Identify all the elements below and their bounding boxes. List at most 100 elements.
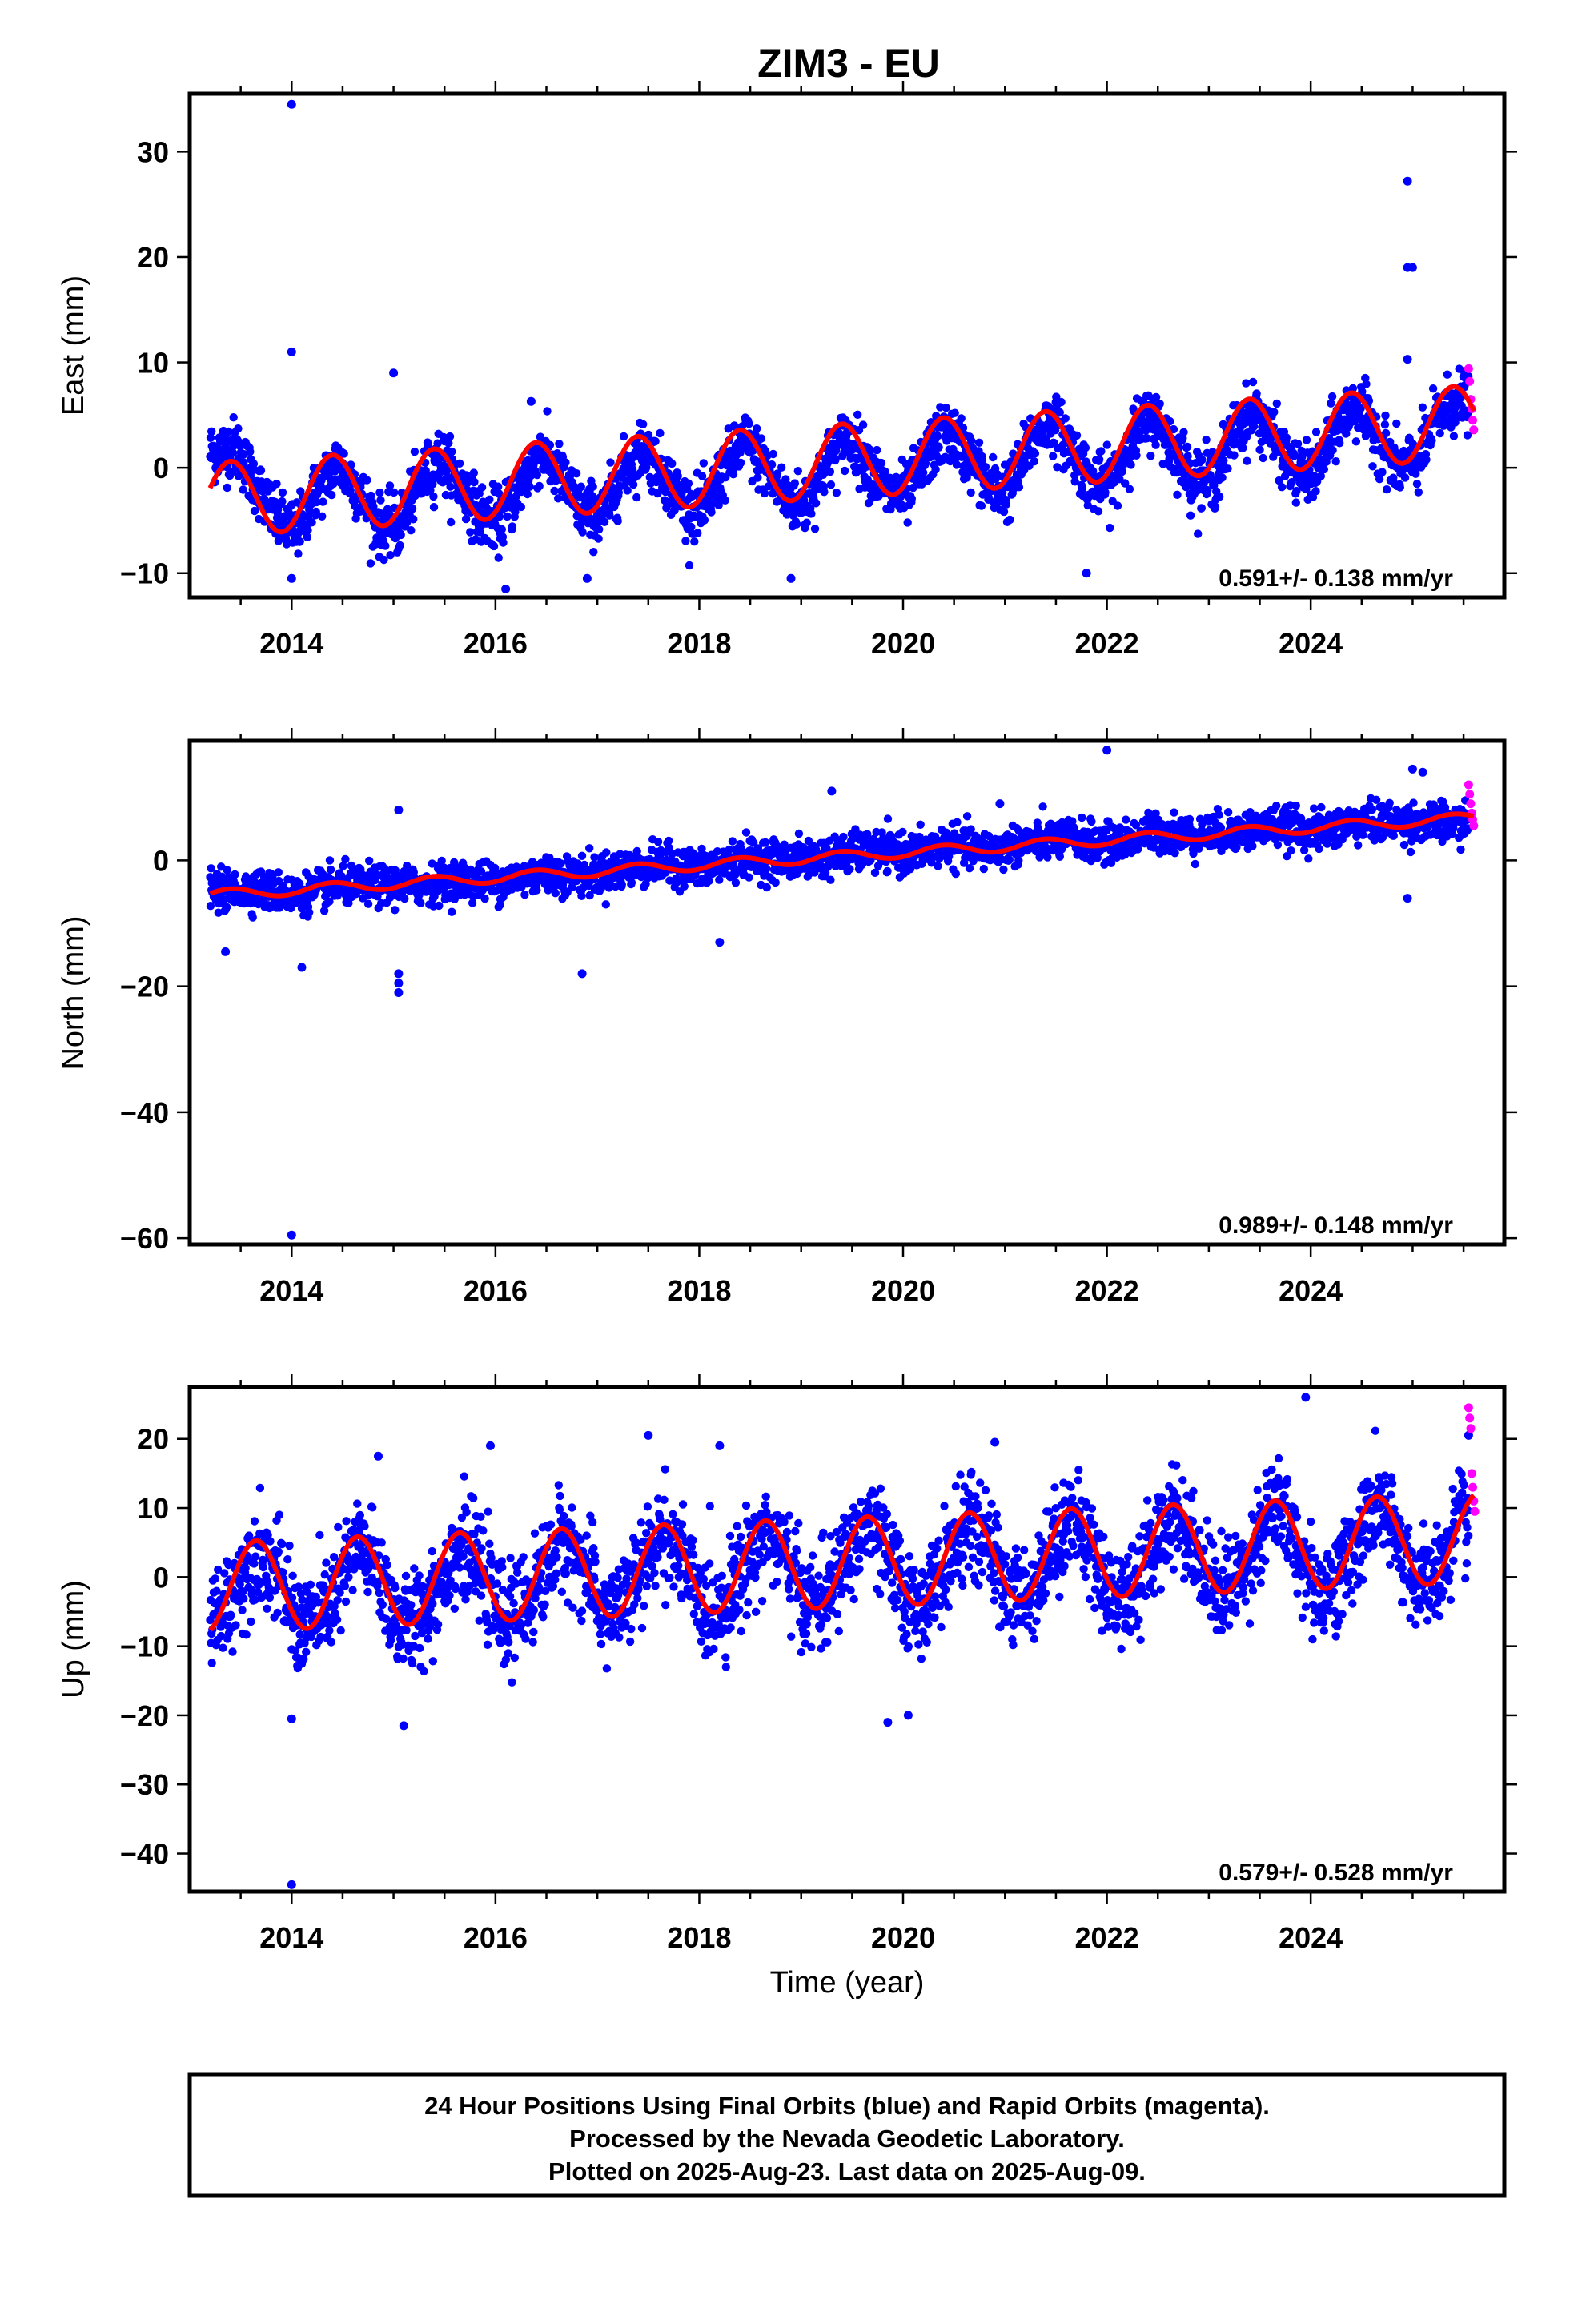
final-outlier-point <box>287 347 296 356</box>
final-point <box>448 447 456 456</box>
final-point <box>1259 453 1267 463</box>
final-point <box>229 413 238 422</box>
final-point <box>745 420 753 428</box>
final-point <box>448 907 456 916</box>
final-point <box>651 436 660 446</box>
final-point <box>303 525 312 535</box>
final-outlier-point <box>526 396 536 406</box>
final-point <box>477 483 487 492</box>
final-point <box>239 485 247 494</box>
final-point <box>495 512 504 521</box>
final-point <box>1428 384 1438 393</box>
final-point <box>714 501 723 509</box>
final-point <box>853 410 862 419</box>
final-point <box>1219 456 1228 465</box>
final-point <box>588 482 597 491</box>
final-point <box>265 903 275 913</box>
final-point <box>951 869 961 879</box>
final-point <box>1102 440 1112 449</box>
final-point <box>1155 400 1164 408</box>
final-point <box>1322 457 1331 466</box>
final-point <box>272 479 281 489</box>
final-point <box>437 856 446 866</box>
final-point <box>639 420 648 428</box>
rapid-point <box>1465 376 1475 386</box>
final-point <box>1378 468 1387 476</box>
final-point <box>532 470 542 480</box>
final-point <box>656 428 665 438</box>
final-point <box>757 434 766 443</box>
final-point <box>700 516 709 525</box>
final-point <box>476 528 484 537</box>
final-point <box>1316 472 1326 480</box>
final-point <box>1422 455 1431 464</box>
final-point <box>445 432 455 441</box>
final-point <box>858 420 868 429</box>
final-point <box>461 514 471 524</box>
final-point <box>1327 399 1335 408</box>
final-point <box>248 913 257 922</box>
final-point <box>769 449 777 459</box>
final-point <box>1183 452 1192 460</box>
final-point <box>389 488 399 497</box>
final-point <box>771 878 780 887</box>
final-point <box>1291 498 1301 507</box>
final-point <box>962 812 972 821</box>
final-point <box>781 475 790 484</box>
final-point <box>503 512 512 521</box>
final-point <box>627 878 636 887</box>
final-point <box>1335 439 1344 448</box>
final-outlier-point <box>786 573 796 583</box>
final-point <box>605 511 614 520</box>
final-point <box>543 407 552 416</box>
final-point <box>396 530 405 540</box>
final-point <box>523 489 532 499</box>
final-point <box>820 488 829 497</box>
final-point <box>881 467 889 476</box>
final-point <box>614 488 623 497</box>
final-point <box>511 508 520 517</box>
east-plot-frame <box>187 91 1507 600</box>
final-point <box>1427 436 1436 445</box>
final-point <box>485 495 494 504</box>
final-point <box>665 836 673 846</box>
final-point <box>1282 433 1291 442</box>
final-point <box>825 467 835 476</box>
final-point <box>1411 469 1420 478</box>
final-point <box>707 508 716 517</box>
final-point <box>1270 408 1279 416</box>
final-point <box>1132 451 1141 460</box>
final-point <box>794 829 804 838</box>
final-point <box>1078 485 1087 494</box>
final-point <box>319 907 329 915</box>
north-panel: 2014 2016 2018 2020 2022 2024−60−40−200North … <box>57 728 1517 1307</box>
final-point <box>832 489 841 497</box>
final-point <box>681 537 690 545</box>
final-point <box>206 433 215 442</box>
final-point <box>234 424 243 433</box>
final-point <box>576 482 585 491</box>
final-point <box>435 901 444 911</box>
final-point <box>1302 436 1311 444</box>
final-point <box>1418 403 1427 412</box>
final-point <box>1319 464 1329 474</box>
final-point <box>572 469 581 478</box>
final-point <box>644 430 653 440</box>
final-point <box>1381 428 1391 438</box>
final-point <box>1081 444 1090 452</box>
final-point <box>731 879 741 887</box>
final-point <box>790 479 799 488</box>
final-point <box>433 439 442 448</box>
x-tick-label: 2024 <box>1279 627 1343 660</box>
final-point <box>807 509 816 518</box>
final-point <box>525 482 534 491</box>
final-point <box>1170 849 1179 858</box>
final-point <box>966 488 975 497</box>
final-point <box>1087 817 1096 826</box>
final-point <box>1249 422 1259 431</box>
final-point <box>1252 389 1261 398</box>
rapid-point <box>1464 364 1473 373</box>
final-point <box>499 538 508 547</box>
final-point <box>318 512 327 521</box>
final-point <box>934 862 942 870</box>
